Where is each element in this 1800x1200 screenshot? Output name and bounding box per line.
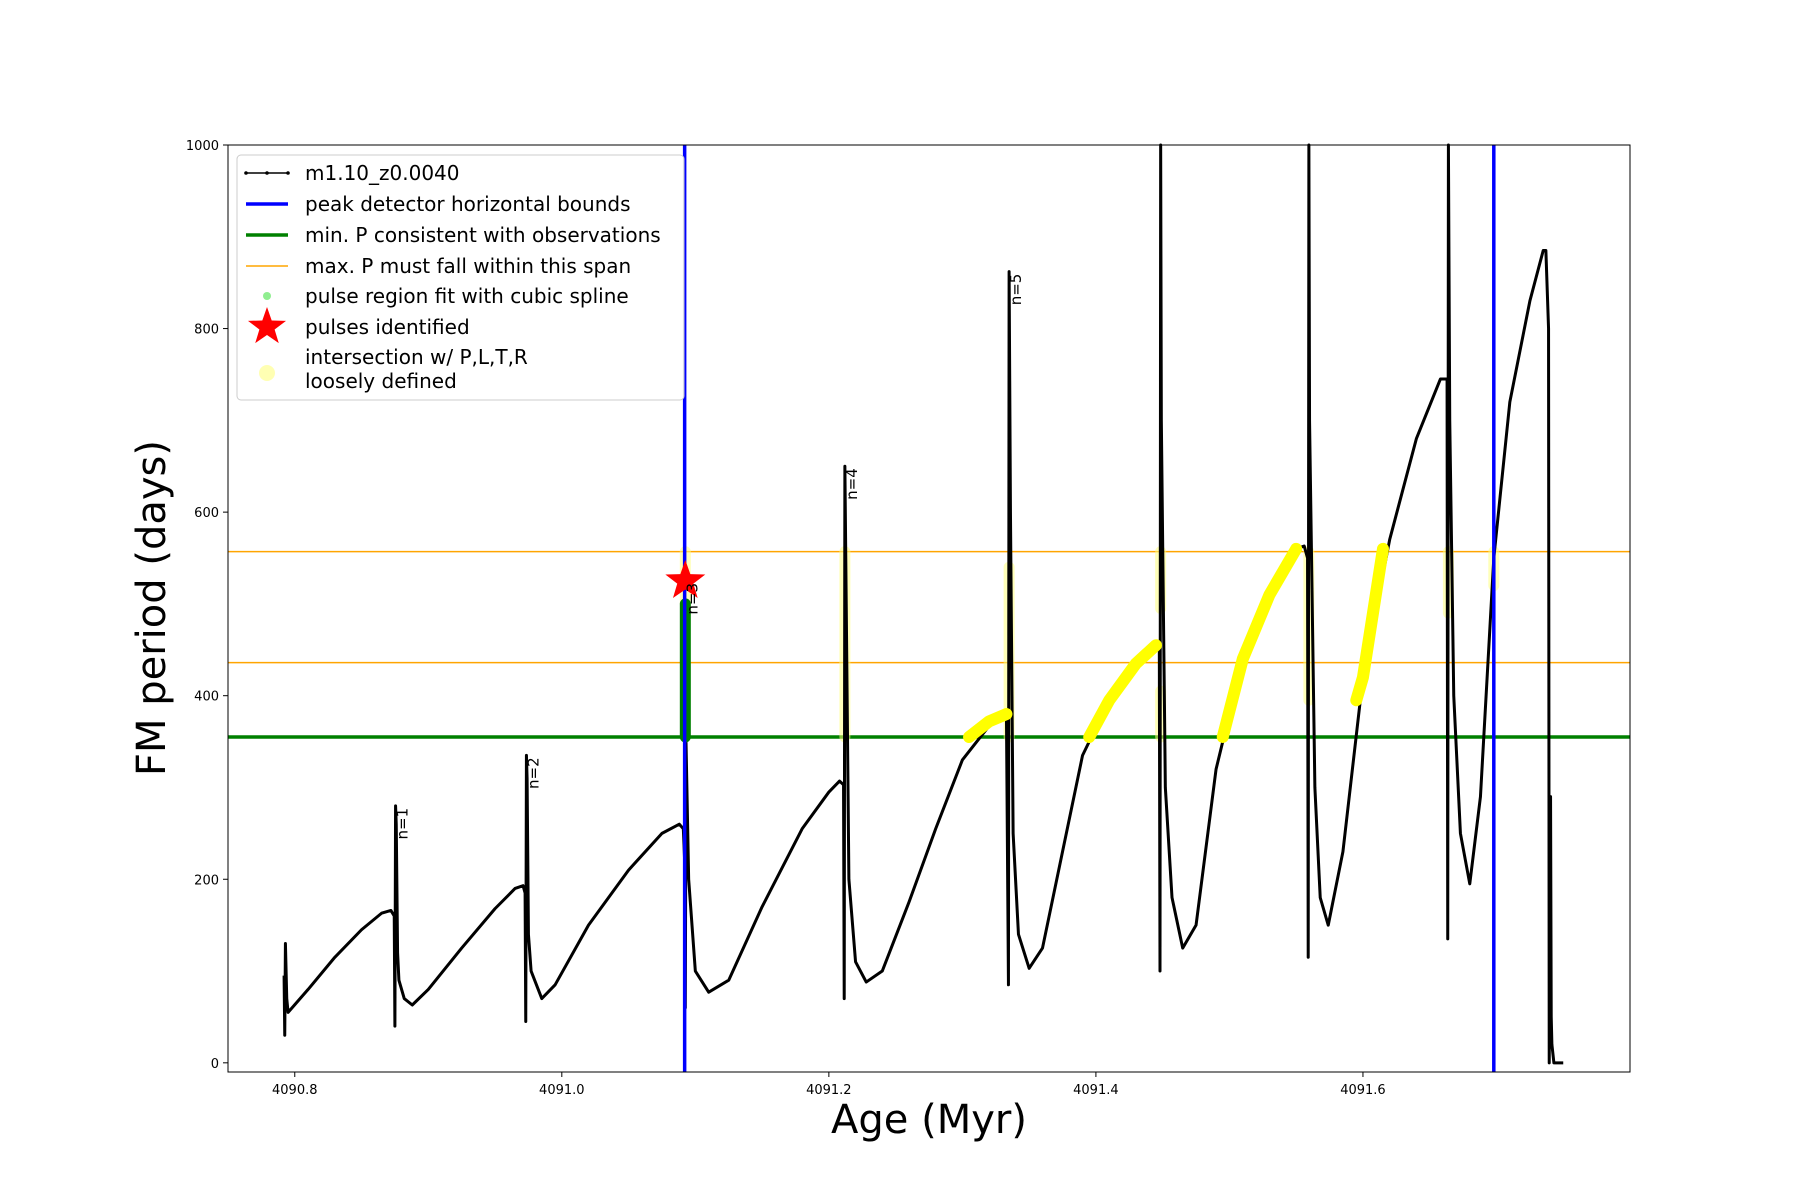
x-axis-ticks: 4090.8 4091.0 4091.2 4091.4 4091.6 (272, 1072, 1386, 1098)
legend-label-6-line2: loosely defined (305, 369, 457, 393)
legend-swatch-6 (259, 365, 275, 381)
reference-hlines (228, 550, 1630, 739)
series-intersection-1 (1083, 639, 1162, 743)
y-tick-label-0: 0 (211, 1057, 219, 1072)
legend-swatch-marker-0a (244, 171, 248, 175)
x-tick-label-3: 4091.4 (1073, 1083, 1119, 1098)
legend-label-2: min. P consistent with observations (305, 223, 661, 247)
legend-label-5: pulses identified (305, 315, 470, 339)
legend-box (236, 154, 685, 401)
y-tick-label-3: 600 (194, 506, 219, 521)
peak-detector-bounds (682, 145, 1496, 1072)
legend-swatch-marker-0c (286, 171, 290, 175)
annotation-n-1: n=1 (394, 808, 412, 840)
legend-swatch-5 (247, 307, 287, 344)
x-axis-title: Age (Myr) (831, 1097, 1027, 1143)
legend-label-4: pulse region fit with cubic spline (305, 284, 629, 308)
y-tick-label-1: 200 (194, 873, 219, 888)
y-axis-title: FM period (days) (129, 440, 175, 776)
y-tick-label-4: 800 (194, 323, 219, 338)
x-tick-label-1: 4091.0 (539, 1083, 585, 1098)
x-tick-label-0: 4090.8 (272, 1083, 318, 1098)
y-axis-ticks: 0 200 400 600 800 1000 (186, 139, 228, 1072)
series-intersection-2 (1216, 542, 1303, 743)
legend-label-6: intersection w/ P,L,T,R (305, 345, 528, 369)
annotation-n-2: n=2 (524, 757, 542, 789)
series-intersection-3 (1350, 542, 1389, 707)
legend-label-0: m1.10_z0.0040 (305, 161, 460, 185)
legend-label-1: peak detector horizontal bounds (305, 192, 631, 216)
pulse-annotations: n=1 n=2 n=3 n=4 n=5 (394, 274, 1026, 840)
x-tick-label-2: 4091.2 (806, 1083, 852, 1098)
legend-swatch-4 (263, 292, 271, 300)
plot-frame (227, 144, 1631, 1073)
legend-swatch-marker-0b (265, 171, 269, 175)
annotation-n-3: n=3 (683, 583, 701, 615)
annotation-n-5: n=5 (1007, 274, 1025, 306)
legend-label-3: max. P must fall within this span (305, 254, 631, 278)
pulse-star-0 (665, 559, 706, 598)
y-tick-label-2: 400 (194, 690, 219, 705)
x-tick-label-4: 4091.6 (1340, 1083, 1386, 1098)
series-intersection-0 (963, 708, 1013, 743)
pulse-markers (665, 559, 706, 598)
y-tick-label-5: 1000 (186, 139, 219, 154)
annotation-n-4: n=4 (843, 468, 861, 500)
